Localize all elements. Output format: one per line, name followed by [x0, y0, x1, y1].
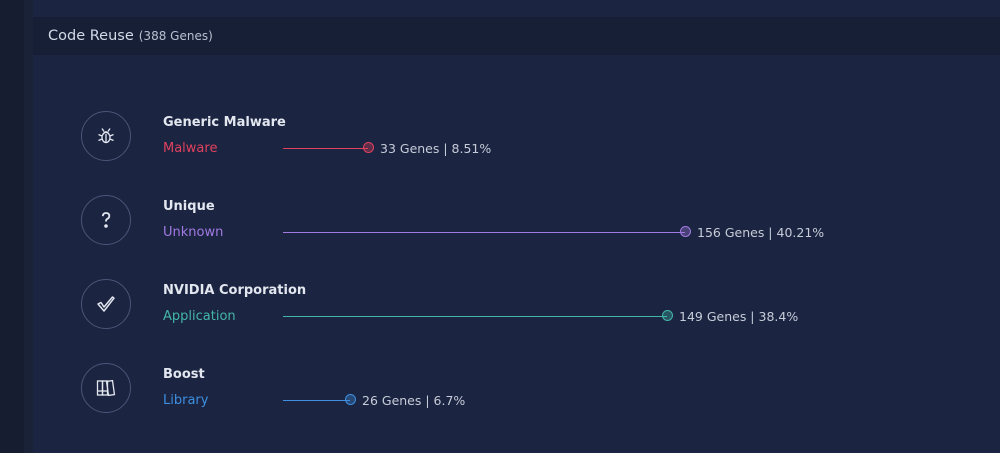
reuse-bar — [283, 148, 368, 149]
bug-icon — [81, 111, 131, 161]
row-name: Boost — [163, 367, 205, 382]
question-icon — [81, 195, 131, 245]
reuse-stats: 149 Genes | 38.4% — [679, 309, 799, 324]
reuse-bar-dot — [680, 226, 691, 237]
reuse-row-application[interactable]: NVIDIA Corporation Application 149 Genes… — [33, 279, 1000, 339]
reuse-stats: 26 Genes | 6.7% — [362, 393, 466, 408]
row-category: Unknown — [163, 225, 224, 240]
reuse-row-malware[interactable]: Generic Malware Malware 33 Genes | 8.51% — [33, 111, 1000, 171]
row-name: Unique — [163, 199, 215, 214]
reuse-bar-dot — [345, 394, 356, 405]
reuse-bar-dot — [363, 142, 374, 153]
reuse-row-library[interactable]: Boost Library 26 Genes | 6.7% — [33, 363, 1000, 423]
row-category: Malware — [163, 141, 218, 156]
row-category: Library — [163, 393, 209, 408]
code-reuse-panel: Code Reuse (388 Genes) Generic Malware M… — [33, 0, 1000, 453]
reuse-bar — [283, 400, 350, 401]
reuse-bar-dot — [662, 310, 673, 321]
library-icon — [81, 363, 131, 413]
reuse-stats: 156 Genes | 40.21% — [697, 225, 825, 240]
reuse-row-unknown[interactable]: Unique Unknown 156 Genes | 40.21% — [33, 195, 1000, 255]
left-sidebar-edge — [0, 0, 24, 453]
reuse-stats: 33 Genes | 8.51% — [380, 141, 492, 156]
row-category: Application — [163, 309, 236, 324]
gene-count: (388 Genes) — [138, 29, 213, 43]
panel-header: Code Reuse (388 Genes) — [33, 17, 1000, 55]
reuse-bar — [283, 232, 685, 233]
row-name: NVIDIA Corporation — [163, 283, 307, 298]
checkmark-icon — [81, 279, 131, 329]
row-name: Generic Malware — [163, 115, 286, 130]
reuse-bar — [283, 316, 667, 317]
panel-title: Code Reuse — [48, 28, 134, 44]
